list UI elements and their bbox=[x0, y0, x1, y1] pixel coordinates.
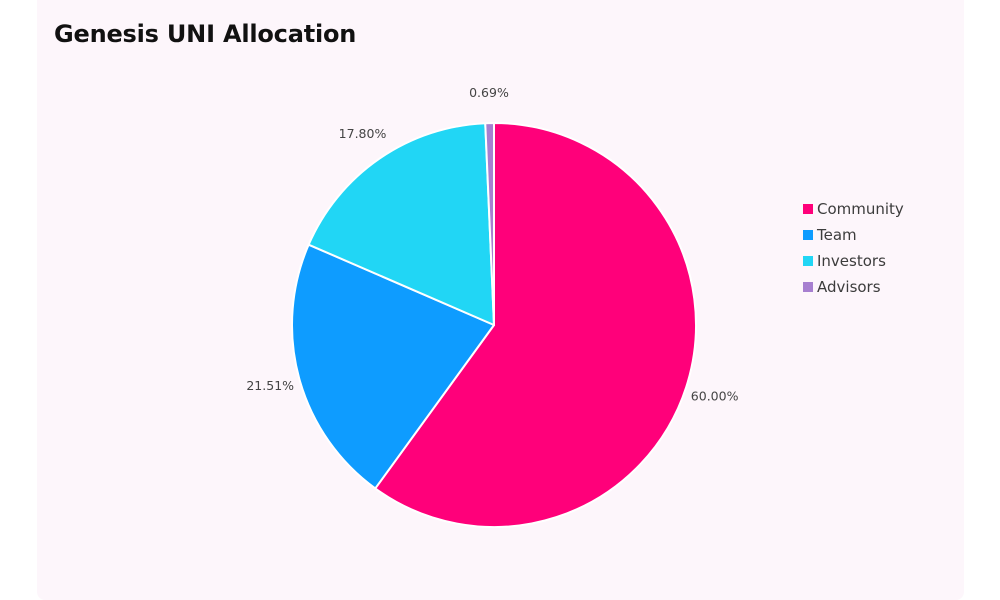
legend-swatch-investors bbox=[803, 256, 813, 266]
chart-card: Genesis UNI Allocation 60.00% 21.51% 17.80… bbox=[37, 0, 964, 600]
slice-label-community: 60.00% bbox=[691, 389, 739, 404]
pie-slice-team[interactable] bbox=[291, 243, 495, 490]
legend: Community Team Investors Advisors bbox=[803, 196, 904, 300]
legend-label-community: Community bbox=[817, 200, 904, 218]
legend-item-community[interactable]: Community bbox=[803, 196, 904, 222]
legend-item-advisors[interactable]: Advisors bbox=[803, 274, 904, 300]
pie-slice-investors[interactable] bbox=[307, 122, 495, 326]
legend-label-advisors: Advisors bbox=[817, 278, 881, 296]
slice-labels: 60.00% 21.51% 17.80% 0.69% bbox=[246, 85, 738, 404]
pie-slices bbox=[291, 122, 697, 528]
legend-label-investors: Investors bbox=[817, 252, 886, 270]
chart-title: Genesis UNI Allocation bbox=[54, 20, 357, 48]
slice-label-advisors: 0.69% bbox=[469, 85, 509, 100]
legend-swatch-community bbox=[803, 204, 813, 214]
pie-chart: 60.00% 21.51% 17.80% 0.69% bbox=[246, 85, 739, 528]
slice-label-investors: 17.80% bbox=[339, 126, 387, 141]
pie-slice-advisors[interactable] bbox=[484, 122, 495, 326]
slice-label-team: 21.51% bbox=[246, 378, 294, 393]
legend-item-investors[interactable]: Investors bbox=[803, 248, 904, 274]
legend-item-team[interactable]: Team bbox=[803, 222, 904, 248]
legend-label-team: Team bbox=[817, 226, 857, 244]
legend-swatch-advisors bbox=[803, 282, 813, 292]
legend-swatch-team bbox=[803, 230, 813, 240]
pie-slice-community[interactable] bbox=[374, 122, 697, 528]
